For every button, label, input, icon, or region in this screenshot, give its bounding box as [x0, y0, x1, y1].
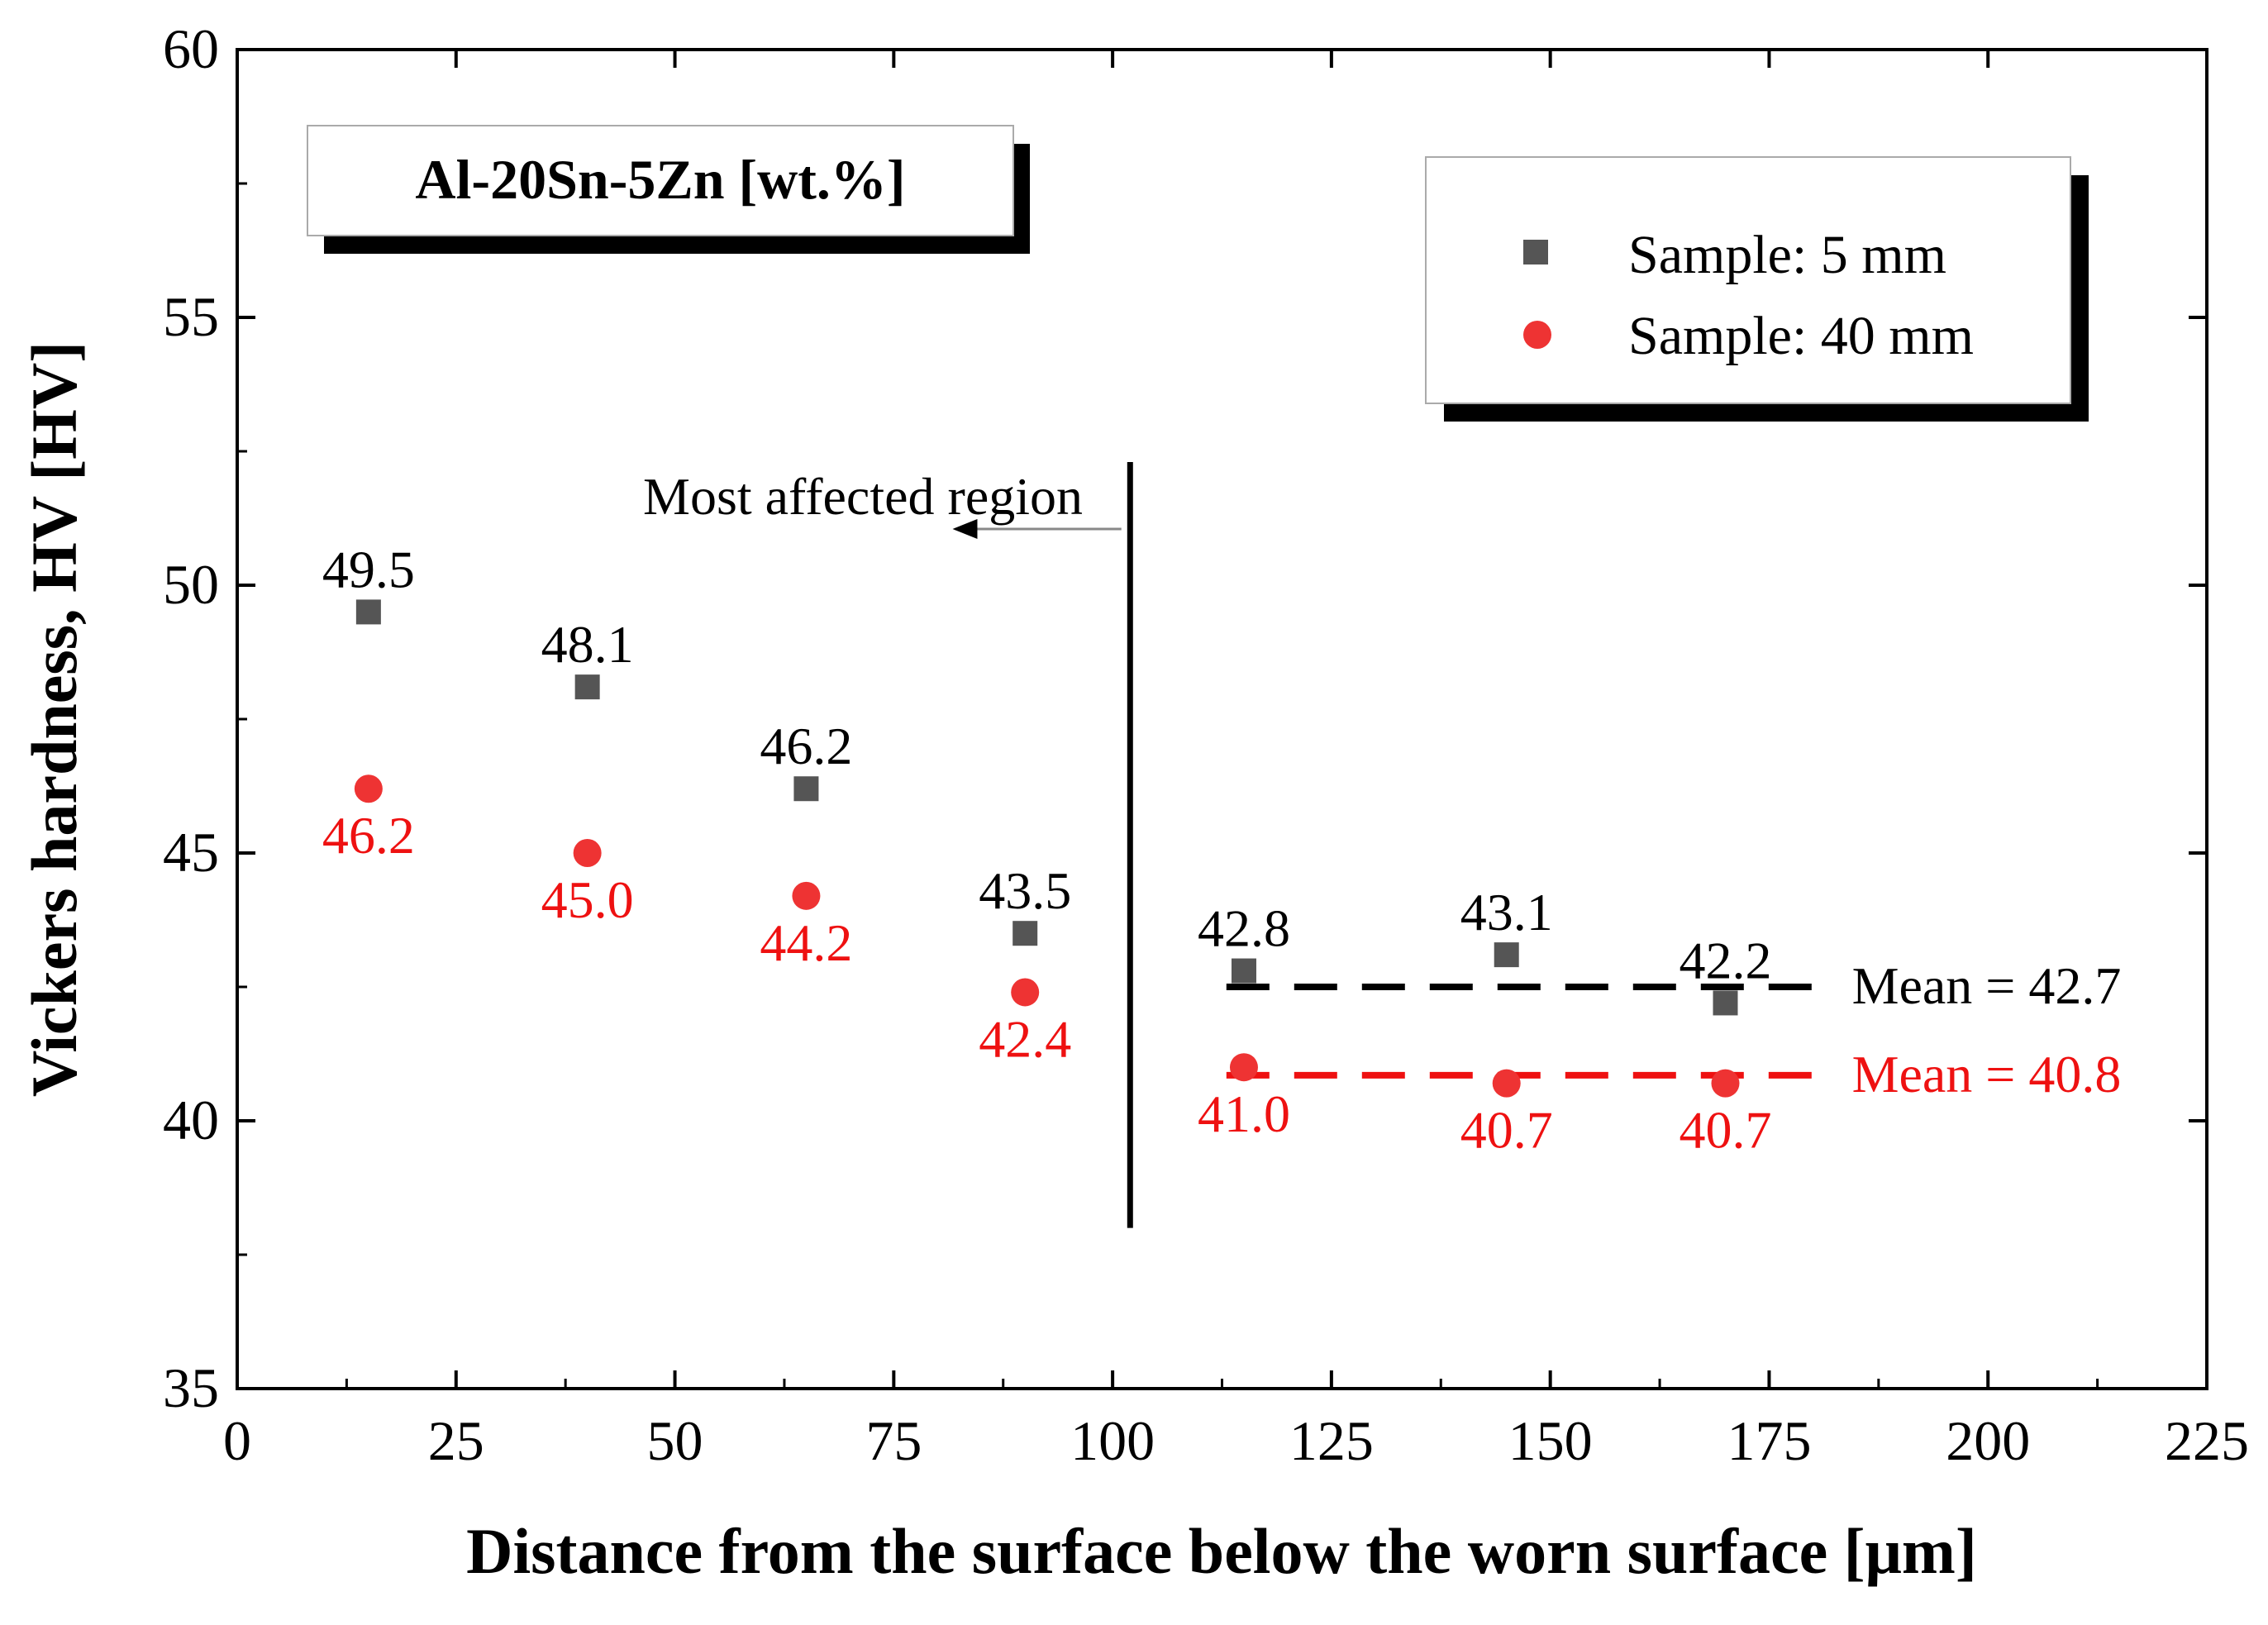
- x-tick-label: 0: [223, 1409, 251, 1472]
- point-5mm: [574, 674, 600, 700]
- legend-label-5mm: Sample: 5 mm: [1628, 225, 1946, 285]
- point-40mm: [354, 774, 383, 803]
- point-40mm: [1229, 1053, 1258, 1082]
- point-5mm: [1494, 942, 1519, 968]
- data-label-5mm: 49.5: [322, 540, 415, 598]
- x-tick-label: 125: [1289, 1409, 1374, 1472]
- data-label-5mm: 43.1: [1460, 883, 1553, 941]
- data-label-5mm: 46.2: [760, 717, 852, 775]
- point-40mm: [1011, 978, 1040, 1007]
- data-label-40mm: 42.4: [979, 1009, 1071, 1068]
- data-label-40mm: 40.7: [1460, 1101, 1553, 1160]
- x-tick-label: 225: [2165, 1409, 2249, 1472]
- y-tick-label: 40: [163, 1089, 219, 1151]
- point-5mm: [793, 776, 819, 802]
- point-5mm: [355, 599, 381, 625]
- legend-label-40mm: Sample: 40 mm: [1628, 306, 1974, 366]
- x-axis-title: Distance from the surface below the worn…: [466, 1515, 1977, 1587]
- data-label-40mm: 45.0: [541, 870, 634, 929]
- y-tick-label: 55: [163, 285, 219, 348]
- mean-label-1: Mean = 40.8: [1852, 1045, 2122, 1103]
- y-axis-title: Vickers hardness, HV [HV]: [18, 341, 90, 1097]
- y-tick-label: 50: [163, 553, 219, 616]
- data-label-40mm: 40.7: [1679, 1101, 1771, 1160]
- x-tick-label: 25: [428, 1409, 484, 1472]
- point-5mm: [1231, 958, 1256, 984]
- x-tick-label: 100: [1070, 1409, 1155, 1472]
- legend: Sample: 5 mm Sample: 40 mm: [1425, 156, 2089, 422]
- point-40mm: [573, 839, 602, 867]
- legend-marker-5mm: [1523, 240, 1548, 264]
- point-5mm: [1713, 990, 1738, 1016]
- data-label-5mm: 42.8: [1198, 899, 1290, 958]
- data-label-40mm: 41.0: [1198, 1084, 1290, 1143]
- data-label-5mm: 42.2: [1679, 931, 1771, 989]
- data-label-40mm: 44.2: [760, 913, 852, 972]
- x-tick-label: 150: [1508, 1409, 1593, 1472]
- data-label-5mm: 48.1: [541, 615, 634, 674]
- mean-lines: Mean = 42.7 Mean = 40.8: [1226, 956, 2122, 1103]
- chart-title: Al-20Sn-5Zn [wt.%]: [415, 148, 905, 211]
- region-annotation: Most affected region: [643, 461, 1133, 1228]
- point-40mm: [1492, 1069, 1521, 1098]
- data-label-5mm: 43.5: [979, 861, 1071, 920]
- point-5mm: [1012, 921, 1038, 946]
- x-axis: 0 25 50 75 100 125 150 175 200 225: [223, 50, 2249, 1472]
- x-tick-label: 200: [1946, 1409, 2030, 1472]
- x-tick-label: 50: [647, 1409, 703, 1472]
- y-tick-label: 35: [163, 1356, 219, 1419]
- point-40mm: [1711, 1069, 1740, 1098]
- region-label: Most affected region: [643, 467, 1083, 526]
- plot-area: 49.5 48.1 46.2 43.5 42.8 43.1 42.2 46.2 45.0 44.2…: [322, 540, 1772, 1159]
- point-40mm: [792, 881, 821, 910]
- y-axis: 35 40 45 50 55 60: [163, 17, 2207, 1419]
- x-tick-label: 75: [865, 1409, 922, 1472]
- chart-title-box: Al-20Sn-5Zn [wt.%]: [307, 125, 1030, 254]
- legend-marker-40mm: [1523, 321, 1551, 349]
- x-tick-label: 175: [1727, 1409, 1811, 1472]
- data-label-40mm: 46.2: [322, 806, 415, 865]
- mean-label-0: Mean = 42.7: [1852, 956, 2122, 1015]
- y-tick-label: 45: [163, 821, 219, 884]
- y-tick-label: 60: [163, 17, 219, 80]
